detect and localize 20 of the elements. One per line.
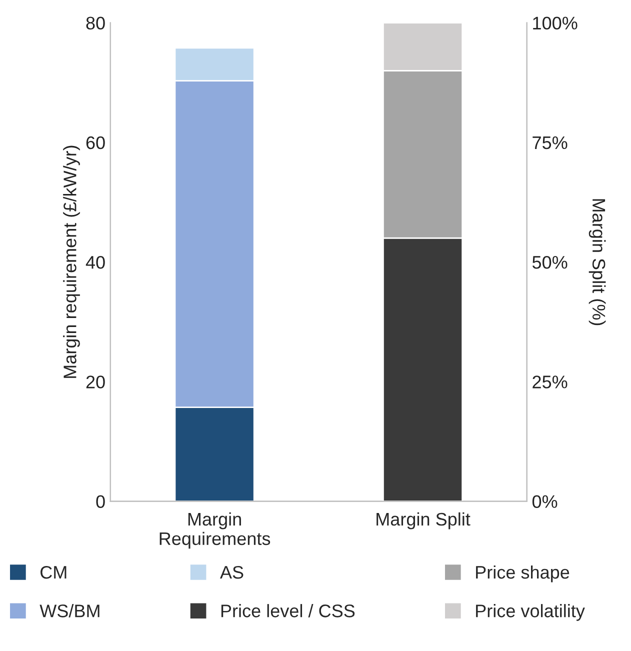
y-tick-label: 40	[86, 256, 105, 269]
y-tick-label: 0	[96, 495, 105, 508]
y-tick-label: 60	[86, 136, 105, 150]
legend-label: CM	[40, 566, 66, 579]
y-tick-label: 20	[86, 376, 105, 388]
y2-tick-label: 100%	[533, 16, 578, 30]
y2-axis-title: Margin Split (%)	[588, 199, 606, 326]
legend-label: Price level / CSS	[221, 604, 355, 618]
y2-tick-label: 50%	[532, 256, 568, 269]
y-axis-title: Margin requirement (£/kW/yr)	[63, 146, 80, 378]
y2-tick-label: 25%	[532, 376, 568, 388]
legend-label: WS/BM	[40, 604, 100, 618]
x-tick-label: Margin Split	[376, 512, 470, 530]
legend-label: Price volatility	[476, 604, 585, 621]
y2-tick-label: 75%	[532, 136, 568, 150]
y-tick-label: 80	[86, 16, 105, 30]
legend-label: Price shape	[476, 565, 570, 582]
x-tick-label: Margin Requirements	[160, 512, 270, 549]
y2-tick-label: 0%	[532, 495, 558, 508]
legend-label: AS	[220, 566, 244, 579]
